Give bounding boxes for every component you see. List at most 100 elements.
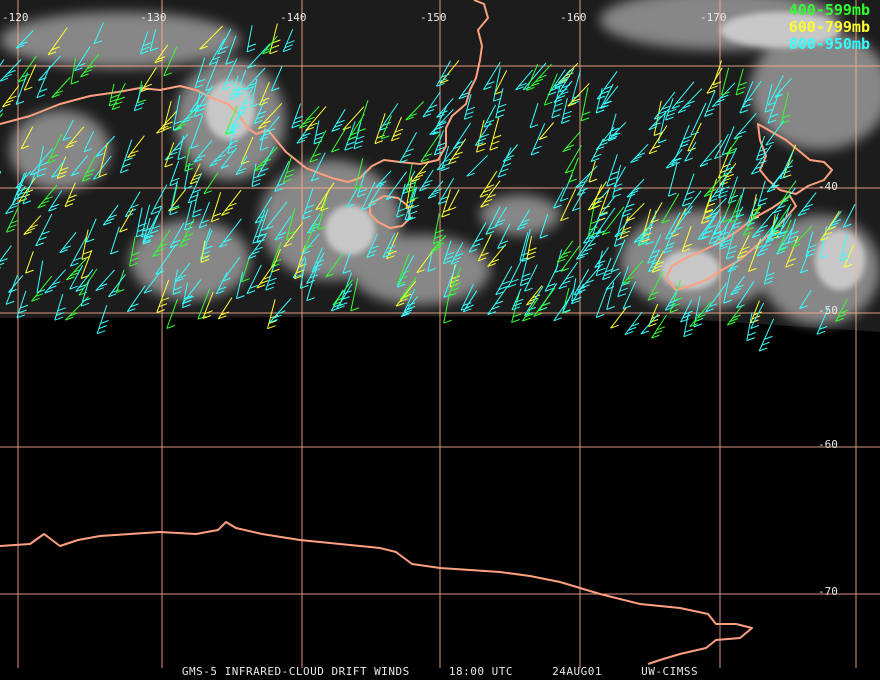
wind-barb-flag xyxy=(111,106,121,111)
wind-barb-flag xyxy=(697,314,706,319)
wind-barb-flag xyxy=(309,122,318,127)
wind-barb-flag xyxy=(656,326,666,331)
wind-barb-flag xyxy=(309,158,318,163)
wind-barb xyxy=(588,160,596,183)
wind-barb-flag xyxy=(6,228,15,233)
wind-barb-flag xyxy=(367,202,377,207)
wind-barb-flag xyxy=(599,142,608,147)
wind-barb-flag xyxy=(211,56,221,61)
wind-barb-flag xyxy=(201,255,210,259)
wind-barb-flag xyxy=(612,193,621,198)
wind-barb-flag xyxy=(787,258,797,263)
wind-barb-flag xyxy=(156,129,165,134)
wind-barb xyxy=(516,209,531,230)
wind-barb-flag xyxy=(177,156,186,161)
wind-barb-flag xyxy=(230,95,239,100)
wind-barb-flag xyxy=(721,91,730,96)
wind-barb-flag xyxy=(36,289,46,294)
wind-barb xyxy=(556,240,574,263)
wind-barb xyxy=(11,172,26,206)
wind-barb-flag xyxy=(494,300,504,305)
wind-barb-flag xyxy=(544,101,553,106)
wind-barb xyxy=(385,171,408,200)
wind-barb-flag xyxy=(507,283,517,288)
wind-barb xyxy=(83,130,95,153)
wind-barb xyxy=(317,196,328,230)
wind-barb-flag xyxy=(709,303,718,308)
wind-barb xyxy=(553,80,573,103)
wind-barb xyxy=(637,215,657,246)
wind-barb-flag xyxy=(277,232,287,236)
wind-barb-flag xyxy=(65,316,74,321)
wind-barb-flag xyxy=(550,87,560,91)
wind-barb xyxy=(774,77,792,98)
wind-barb-flag xyxy=(200,219,210,224)
wind-barb-flag xyxy=(725,166,735,171)
wind-barb-flag xyxy=(96,330,106,335)
wind-barb-flag xyxy=(368,249,377,254)
wind-barb-flag xyxy=(185,221,194,226)
wind-barb-flag xyxy=(19,304,29,309)
wind-barb-flag xyxy=(347,136,357,141)
wind-barb xyxy=(406,186,418,221)
wind-barb-flag xyxy=(537,307,546,312)
wind-barb-flag xyxy=(283,178,292,183)
wind-barb-flag xyxy=(82,177,91,182)
wind-barb xyxy=(15,72,29,105)
wind-barb-flag xyxy=(623,226,632,231)
wind-barb xyxy=(780,92,789,124)
wind-barb xyxy=(526,63,539,91)
wind-barb-flag xyxy=(344,146,353,151)
wind-barb-flag xyxy=(98,173,108,178)
wind-barb-flag xyxy=(665,306,674,311)
caption-bar: GMS-5 INFRARED-CLOUD DRIFT WINDS 18:00 U… xyxy=(0,665,880,678)
wind-barb xyxy=(799,251,810,274)
wind-barb-flag xyxy=(406,305,416,310)
wind-barb xyxy=(703,173,725,197)
wind-barb xyxy=(62,119,74,141)
wind-barb xyxy=(839,234,848,262)
wind-barb-flag xyxy=(652,260,661,265)
wind-barb-flag xyxy=(571,98,580,103)
wind-barb xyxy=(561,97,568,124)
wind-barb xyxy=(648,108,670,131)
wind-barb-flag xyxy=(478,257,487,262)
wind-barb-flag xyxy=(271,87,280,92)
wind-barb xyxy=(162,100,172,131)
caption-source: UW-CIMSS xyxy=(641,665,699,678)
wind-barb xyxy=(110,226,120,255)
wind-barb xyxy=(651,314,667,339)
wind-barb xyxy=(194,91,201,117)
wind-barb-flag xyxy=(127,308,136,313)
wind-barb xyxy=(15,30,34,49)
wind-barb-flag xyxy=(5,300,15,305)
wind-barb-flag xyxy=(464,115,473,120)
wind-barb xyxy=(182,282,188,308)
wind-barb-flag xyxy=(370,198,379,203)
wind-barb-flag xyxy=(82,250,92,255)
wind-barb-flag xyxy=(37,204,46,209)
wind-barb xyxy=(596,207,616,235)
wind-barb-flag xyxy=(195,84,204,89)
wind-barb xyxy=(386,232,399,259)
wind-barb-flag xyxy=(562,148,571,153)
wind-barb xyxy=(283,222,304,248)
wind-barb-flag xyxy=(302,120,311,125)
wind-barb xyxy=(246,264,262,294)
wind-barb xyxy=(256,146,275,178)
wind-barb-flag xyxy=(571,297,580,302)
wind-barb-flag xyxy=(244,86,254,91)
wind-barb-flag xyxy=(317,226,327,230)
wind-barb-flag xyxy=(427,267,436,272)
wind-barb xyxy=(336,283,353,310)
wind-barb-flag xyxy=(709,211,718,216)
wind-barb-flag xyxy=(237,87,247,92)
wind-barb-flag xyxy=(435,229,444,234)
wind-barb-flag xyxy=(51,46,60,51)
wind-barb xyxy=(274,160,290,192)
longitude-label: -130 xyxy=(140,11,167,24)
wind-barb-flag xyxy=(259,146,269,151)
wind-barb-flag xyxy=(408,210,418,215)
wind-barb-flag xyxy=(141,46,150,51)
wind-barb-flag xyxy=(725,173,734,178)
